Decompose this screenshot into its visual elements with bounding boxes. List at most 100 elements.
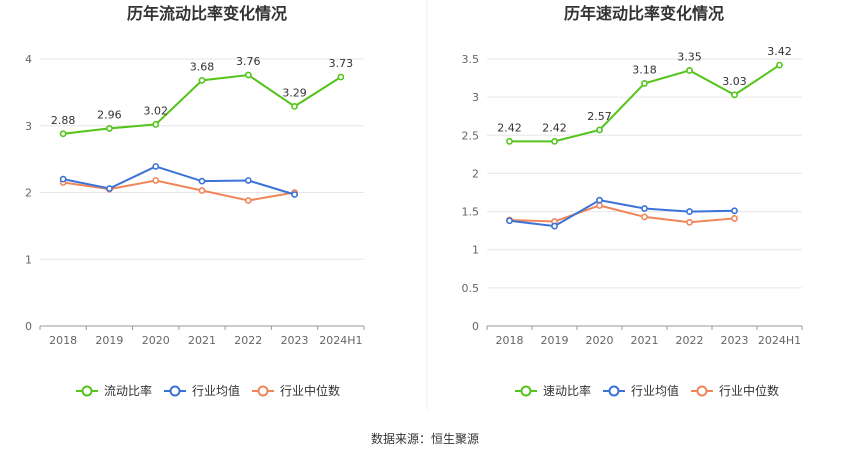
x-tick-label: 2023 bbox=[721, 334, 749, 347]
y-tick-label: 3 bbox=[472, 91, 479, 104]
x-tick-label: 2024H1 bbox=[319, 334, 362, 347]
data-point bbox=[731, 207, 738, 215]
y-tick-label: 4 bbox=[25, 53, 32, 66]
x-tick-label: 2022 bbox=[676, 334, 704, 347]
data-point bbox=[244, 197, 252, 204]
legend-label: 行业中位数 bbox=[719, 383, 779, 398]
data-point bbox=[686, 208, 693, 215]
y-tick-label: 2.5 bbox=[462, 129, 480, 142]
data-point bbox=[596, 126, 603, 134]
data-point bbox=[198, 76, 206, 84]
data-source-note: 数据来源：恒生聚源 bbox=[370, 432, 479, 446]
data-point bbox=[506, 217, 513, 225]
data-point bbox=[506, 137, 513, 145]
legend-label: 流动比率 bbox=[104, 383, 152, 398]
legend-swatch-marker bbox=[696, 385, 708, 397]
data-point bbox=[551, 137, 558, 145]
chart-title: 历年流动比率变化情况 bbox=[127, 4, 287, 23]
y-tick-label: 1 bbox=[472, 244, 479, 257]
x-tick-label: 2021 bbox=[188, 334, 216, 347]
data-point bbox=[596, 196, 603, 204]
data-point bbox=[198, 177, 206, 185]
series-line bbox=[509, 199, 735, 228]
data-point bbox=[198, 187, 206, 194]
data-label: 3.76 bbox=[236, 55, 261, 68]
data-label: 3.03 bbox=[722, 75, 747, 88]
data-label: 3.18 bbox=[632, 63, 657, 76]
legend-swatch-marker bbox=[169, 385, 181, 397]
data-point bbox=[152, 177, 160, 184]
series-line bbox=[509, 204, 735, 224]
y-tick-label: 1 bbox=[25, 253, 32, 266]
data-label: 3.68 bbox=[190, 60, 215, 73]
x-tick-label: 2021 bbox=[631, 334, 659, 347]
data-point bbox=[59, 175, 67, 183]
series-line bbox=[62, 165, 295, 196]
data-label: 2.42 bbox=[497, 121, 522, 134]
x-tick-label: 2024H1 bbox=[758, 334, 801, 347]
legend-swatch-marker bbox=[520, 385, 532, 397]
legend-item: 行业中位数 bbox=[691, 383, 779, 398]
y-tick-label: 3 bbox=[25, 120, 32, 133]
data-point bbox=[291, 102, 298, 110]
y-tick-label: 2 bbox=[25, 187, 32, 200]
y-tick-label: 3.5 bbox=[462, 53, 480, 66]
y-tick-label: 0 bbox=[472, 320, 479, 333]
x-tick-label: 2020 bbox=[586, 334, 614, 347]
data-point bbox=[641, 213, 648, 221]
series-line bbox=[63, 73, 342, 135]
legend-item: 行业均值 bbox=[164, 383, 240, 398]
legend-item: 行业中位数 bbox=[252, 383, 340, 398]
data-label: 3.29 bbox=[282, 86, 307, 99]
data-point bbox=[641, 80, 648, 87]
data-point bbox=[244, 177, 252, 184]
x-tick-label: 2020 bbox=[142, 334, 170, 347]
data-point bbox=[59, 130, 67, 138]
data-label: 2.57 bbox=[587, 110, 612, 123]
y-tick-label: 0 bbox=[25, 320, 32, 333]
data-label: 2.96 bbox=[97, 108, 122, 121]
data-point bbox=[152, 121, 160, 128]
data-point bbox=[551, 222, 558, 230]
data-point bbox=[731, 91, 738, 99]
data-point bbox=[686, 218, 693, 226]
legend-label: 速动比率 bbox=[543, 383, 591, 398]
legend-swatch-marker bbox=[608, 385, 620, 397]
data-point bbox=[776, 61, 783, 69]
chart-title: 历年速动比率变化情况 bbox=[564, 4, 724, 23]
y-tick-label: 2 bbox=[472, 167, 479, 180]
y-tick-label: 0.5 bbox=[462, 282, 480, 295]
series-line bbox=[63, 179, 295, 202]
x-tick-label: 2018 bbox=[49, 334, 77, 347]
data-label: 3.02 bbox=[143, 104, 168, 117]
x-tick-label: 2022 bbox=[234, 334, 262, 347]
legend-swatch-marker bbox=[257, 385, 269, 397]
data-point bbox=[686, 67, 693, 74]
legend-item: 速动比率 bbox=[515, 383, 591, 398]
data-label: 3.35 bbox=[677, 50, 702, 63]
legend-swatch-marker bbox=[81, 385, 93, 397]
data-point bbox=[337, 73, 345, 81]
data-label: 2.88 bbox=[51, 114, 76, 127]
data-point bbox=[641, 205, 648, 212]
x-tick-label: 2019 bbox=[541, 334, 569, 347]
legend-label: 行业均值 bbox=[192, 383, 240, 398]
data-point bbox=[106, 185, 113, 192]
x-tick-label: 2018 bbox=[496, 334, 524, 347]
quick-ratio-chart: 历年速动比率变化情况 0 0.5 1 1.5 2 2.5 3 3.5 2018 2019 2020 20… bbox=[462, 4, 803, 398]
data-label: 3.42 bbox=[767, 45, 792, 58]
data-point bbox=[244, 71, 252, 79]
data-point bbox=[596, 202, 603, 209]
x-tick-label: 2019 bbox=[95, 334, 123, 347]
data-point bbox=[731, 215, 738, 222]
x-tick-label: 2023 bbox=[281, 334, 309, 347]
current-ratio-chart: 历年流动比率变化情况 0 1 2 3 4 2018 2019 2020 2021 2022 2023 2… bbox=[25, 4, 365, 398]
data-label: 2.42 bbox=[542, 121, 567, 134]
legend-label: 行业均值 bbox=[631, 383, 679, 398]
data-label: 3.73 bbox=[329, 57, 354, 70]
legend-label: 行业中位数 bbox=[280, 383, 340, 398]
legend-item: 流动比率 bbox=[76, 383, 152, 398]
data-point bbox=[291, 191, 298, 198]
y-tick-label: 1.5 bbox=[462, 206, 480, 219]
